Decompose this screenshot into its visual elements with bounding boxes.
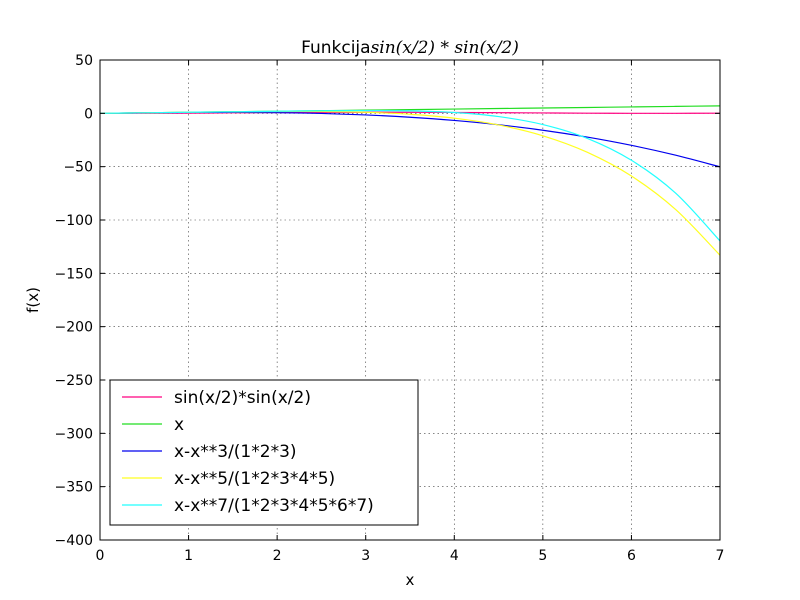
x-axis-ticks: 0 1 2 3 4 5 6 7 <box>96 60 725 564</box>
y-tick-label: 0 <box>84 106 93 122</box>
series-line-5 <box>99 109 721 242</box>
plot-frame <box>99 59 721 541</box>
x-tick-label: 1 <box>184 548 193 564</box>
x-tick-label: 5 <box>538 548 547 564</box>
y-tick-label: −300 <box>55 426 93 442</box>
y-tick-label: −400 <box>55 533 93 549</box>
legend-label-3: x-x**3/(1*2*3) <box>174 442 297 462</box>
y-tick-label: −100 <box>55 213 93 229</box>
x-tick-label: 7 <box>716 548 725 564</box>
y-tick-label: −250 <box>55 373 93 389</box>
x-axis-label: x <box>406 571 415 589</box>
y-tick-label: 50 <box>75 53 93 69</box>
chart-title-text: Funkcija <box>301 38 370 58</box>
y-tick-label: −150 <box>55 266 93 282</box>
legend-label-4: x-x**5/(1*2*3*4*5) <box>174 469 335 489</box>
y-axis-label: f(x) <box>24 287 42 313</box>
x-tick-label: 2 <box>273 548 282 564</box>
chart-title: Funkcijasin(x/2) * sin(x/2) <box>301 38 519 58</box>
x-tick-label: 4 <box>450 548 459 564</box>
legend: sin(x/2)*sin(x/2) x x-x**3/(1*2*3) x-x**5/(… <box>109 379 419 526</box>
legend-label-2: x <box>174 415 184 435</box>
legend-label-5: x-x**7/(1*2*3*4*5*6*7) <box>174 496 374 516</box>
x-tick-label: 6 <box>627 548 636 564</box>
y-tick-label: −200 <box>55 320 93 336</box>
legend-box <box>109 379 419 526</box>
legend-label-1: sin(x/2)*sin(x/2) <box>174 388 311 408</box>
chart-title-math: sin(x/2) * sin(x/2) <box>371 38 519 58</box>
y-axis-ticks: 50 0 −50 −100 −150 −200 −250 −300 −350 −400 <box>55 53 720 549</box>
x-tick-label: 3 <box>361 548 370 564</box>
y-tick-label: −350 <box>55 480 93 496</box>
x-tick-label: 0 <box>96 548 105 564</box>
series-line-1 <box>99 111 721 114</box>
plot-series <box>99 105 721 256</box>
y-tick-label: −50 <box>63 160 93 176</box>
